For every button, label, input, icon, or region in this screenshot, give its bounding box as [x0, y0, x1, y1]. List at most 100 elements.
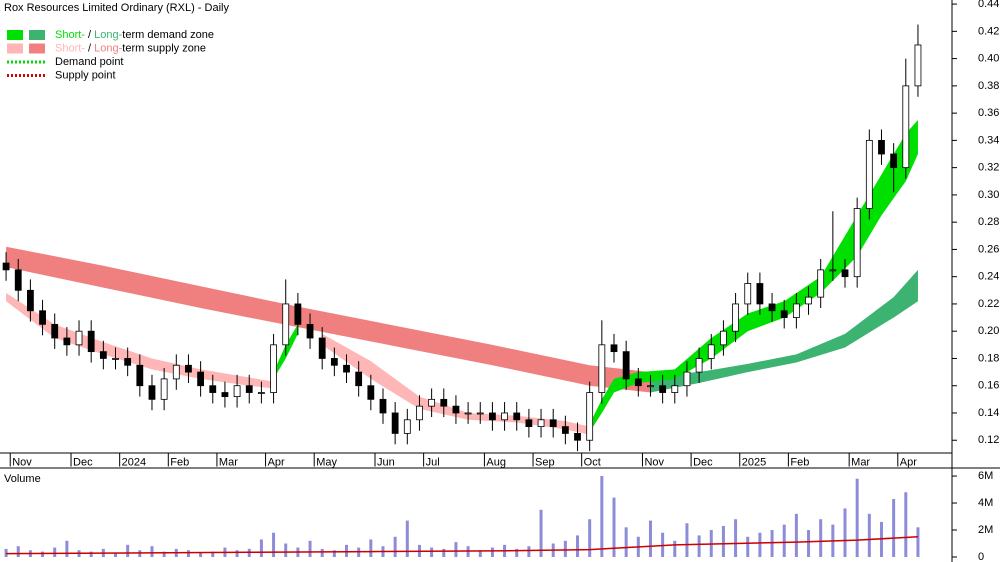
legend-swatch [7, 43, 23, 54]
candle-body [294, 303, 302, 325]
candle-body [683, 371, 691, 387]
volume-bar [65, 540, 69, 557]
y-tick-label: 0.36 [978, 107, 999, 119]
volume-bar [563, 540, 567, 557]
candle-body [549, 419, 557, 428]
x-tick-label: Dec [693, 456, 713, 468]
volume-bar [515, 548, 519, 557]
volume-bar [41, 551, 45, 557]
volume-bar [843, 508, 847, 557]
y-tick-label: 0.14 [978, 407, 999, 419]
candle-body [817, 269, 825, 298]
x-tick-label: Mar [219, 456, 238, 468]
candle-body [391, 412, 399, 434]
volume-bar [782, 524, 786, 557]
candle-body [63, 337, 71, 346]
volume-bar [600, 476, 604, 557]
legend-swatch [29, 43, 45, 54]
volume-label: Volume [4, 473, 41, 485]
candle-body [233, 385, 241, 398]
volume-bar [770, 530, 774, 557]
volume-bar [624, 527, 628, 557]
candle-body [695, 358, 703, 373]
volume-bar [259, 539, 263, 557]
candle-body [489, 412, 496, 421]
y-tick-label: 0.18 [978, 352, 999, 364]
candle-body [865, 139, 873, 209]
candle-body [476, 412, 484, 415]
candle-body [659, 385, 667, 393]
legend-text: Short- / Long-term supply zone [55, 42, 206, 54]
candle-body [87, 330, 95, 353]
y-tick-label: 0.16 [978, 380, 999, 392]
volume-bar [126, 544, 130, 557]
volume-bar [855, 478, 859, 557]
candle-body [914, 44, 922, 87]
candle-body [647, 385, 654, 388]
volume-bar [819, 519, 823, 557]
volume-bar [430, 547, 434, 557]
candle-body [75, 330, 83, 346]
candle-body [707, 344, 715, 359]
candle-body [780, 310, 788, 318]
x-tick-label: Nov [644, 456, 664, 468]
y-tick-label: 0.44 [978, 0, 999, 10]
candle-body [51, 323, 59, 339]
candle-body [160, 378, 168, 400]
candle-body [464, 412, 472, 415]
y-tick-label: 0.24 [978, 271, 999, 283]
candle-body [428, 398, 436, 407]
candle-body [732, 303, 739, 332]
y-tick-label: 0.32 [978, 162, 999, 174]
volume-bar [114, 552, 118, 557]
y-tick-label: 0.20 [978, 325, 999, 337]
candle-body [379, 398, 387, 414]
volume-bar [162, 551, 166, 557]
legend-text-part: Short- [55, 42, 85, 54]
candle-body [634, 378, 642, 387]
candle-body [513, 412, 521, 421]
volume-bar [734, 519, 738, 557]
volume-tick-label: 6M [978, 470, 993, 482]
candle-body [2, 262, 10, 271]
candle-body [586, 392, 594, 441]
volume-bar [199, 552, 203, 557]
candle-body [792, 303, 800, 318]
candle-body [452, 405, 460, 414]
candle-body [112, 358, 119, 360]
candle-body [756, 283, 764, 305]
legend-text-part: Long- [94, 42, 122, 54]
candle-body [172, 364, 180, 380]
zone-band [6, 293, 274, 389]
volume-bar [612, 497, 616, 557]
candle-body [270, 344, 277, 393]
candle-body [136, 364, 144, 387]
candle-body [197, 371, 205, 387]
volume-bar [454, 542, 458, 557]
volume-bar [807, 530, 811, 557]
candle-body [768, 303, 776, 312]
volume-bar [235, 550, 239, 557]
volume-tick-label: 4M [978, 497, 993, 509]
volume-bar [794, 513, 798, 557]
volume-average [6, 536, 918, 555]
x-tick-label: Feb [170, 456, 189, 468]
y-tick-label: 0.28 [978, 216, 999, 228]
volume-bar [697, 535, 701, 557]
candle-body [318, 337, 326, 359]
candle-body [403, 419, 411, 434]
y-tick-label: 0.22 [978, 298, 999, 310]
candle-body [671, 385, 679, 393]
candle-body [185, 364, 192, 373]
volume-bar [211, 551, 215, 557]
candle-body [99, 351, 107, 359]
candle-body [245, 385, 253, 393]
x-tick-label: Nov [12, 456, 32, 468]
legend-text-part: term supply zone [122, 42, 206, 54]
volume-bar [746, 536, 750, 557]
candle-body [525, 419, 533, 428]
candle-body [902, 85, 910, 169]
volume-bar [867, 513, 871, 557]
candle-body [829, 269, 837, 272]
legend-text: Short- / Long-term demand zone [55, 29, 214, 41]
